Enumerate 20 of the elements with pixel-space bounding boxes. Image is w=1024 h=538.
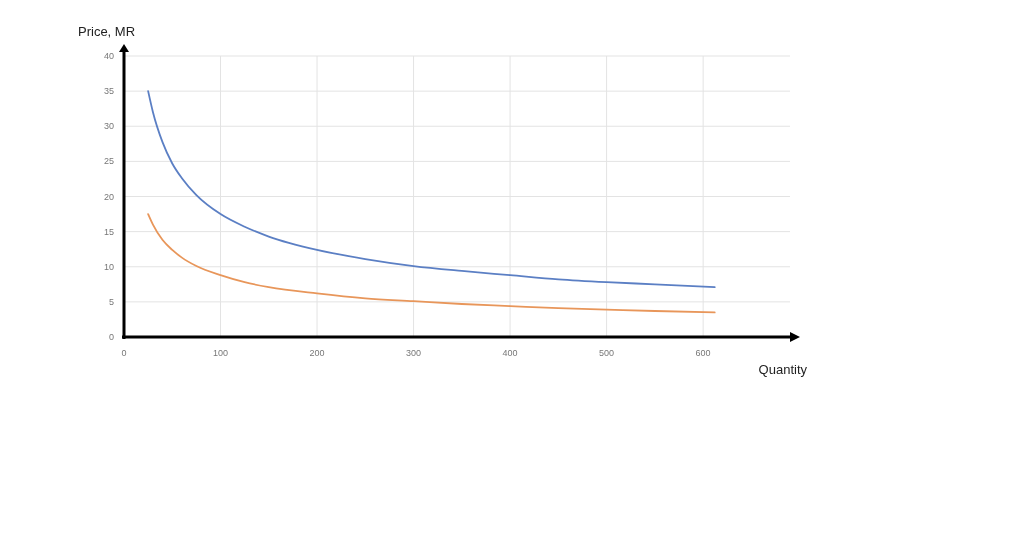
x-tick-label: 400 <box>502 348 518 358</box>
x-axis-title: Quantity <box>758 362 808 377</box>
y-tick-label: 30 <box>103 121 114 132</box>
y-tick-label: 25 <box>103 156 114 167</box>
y-tick-label: 10 <box>103 261 114 272</box>
x-tick-label: 200 <box>309 348 325 358</box>
y-tick-label: 35 <box>103 86 114 97</box>
y-tick-label: 0 <box>108 332 114 342</box>
line-series <box>147 213 716 314</box>
y-tick-label: 20 <box>103 191 114 202</box>
y-tick-label: 5 <box>108 296 114 307</box>
y-tick-label: 40 <box>103 51 114 61</box>
x-tick-label: 600 <box>695 348 711 358</box>
x-tick-label: 300 <box>406 348 422 358</box>
x-tick-label: 500 <box>599 348 615 358</box>
x-tick-label: 100 <box>213 348 229 358</box>
line-series <box>147 90 716 289</box>
y-tick-label: 15 <box>103 226 114 237</box>
x-tick-label: 0 <box>121 348 127 358</box>
y-axis-title: Price, MR <box>78 24 136 39</box>
